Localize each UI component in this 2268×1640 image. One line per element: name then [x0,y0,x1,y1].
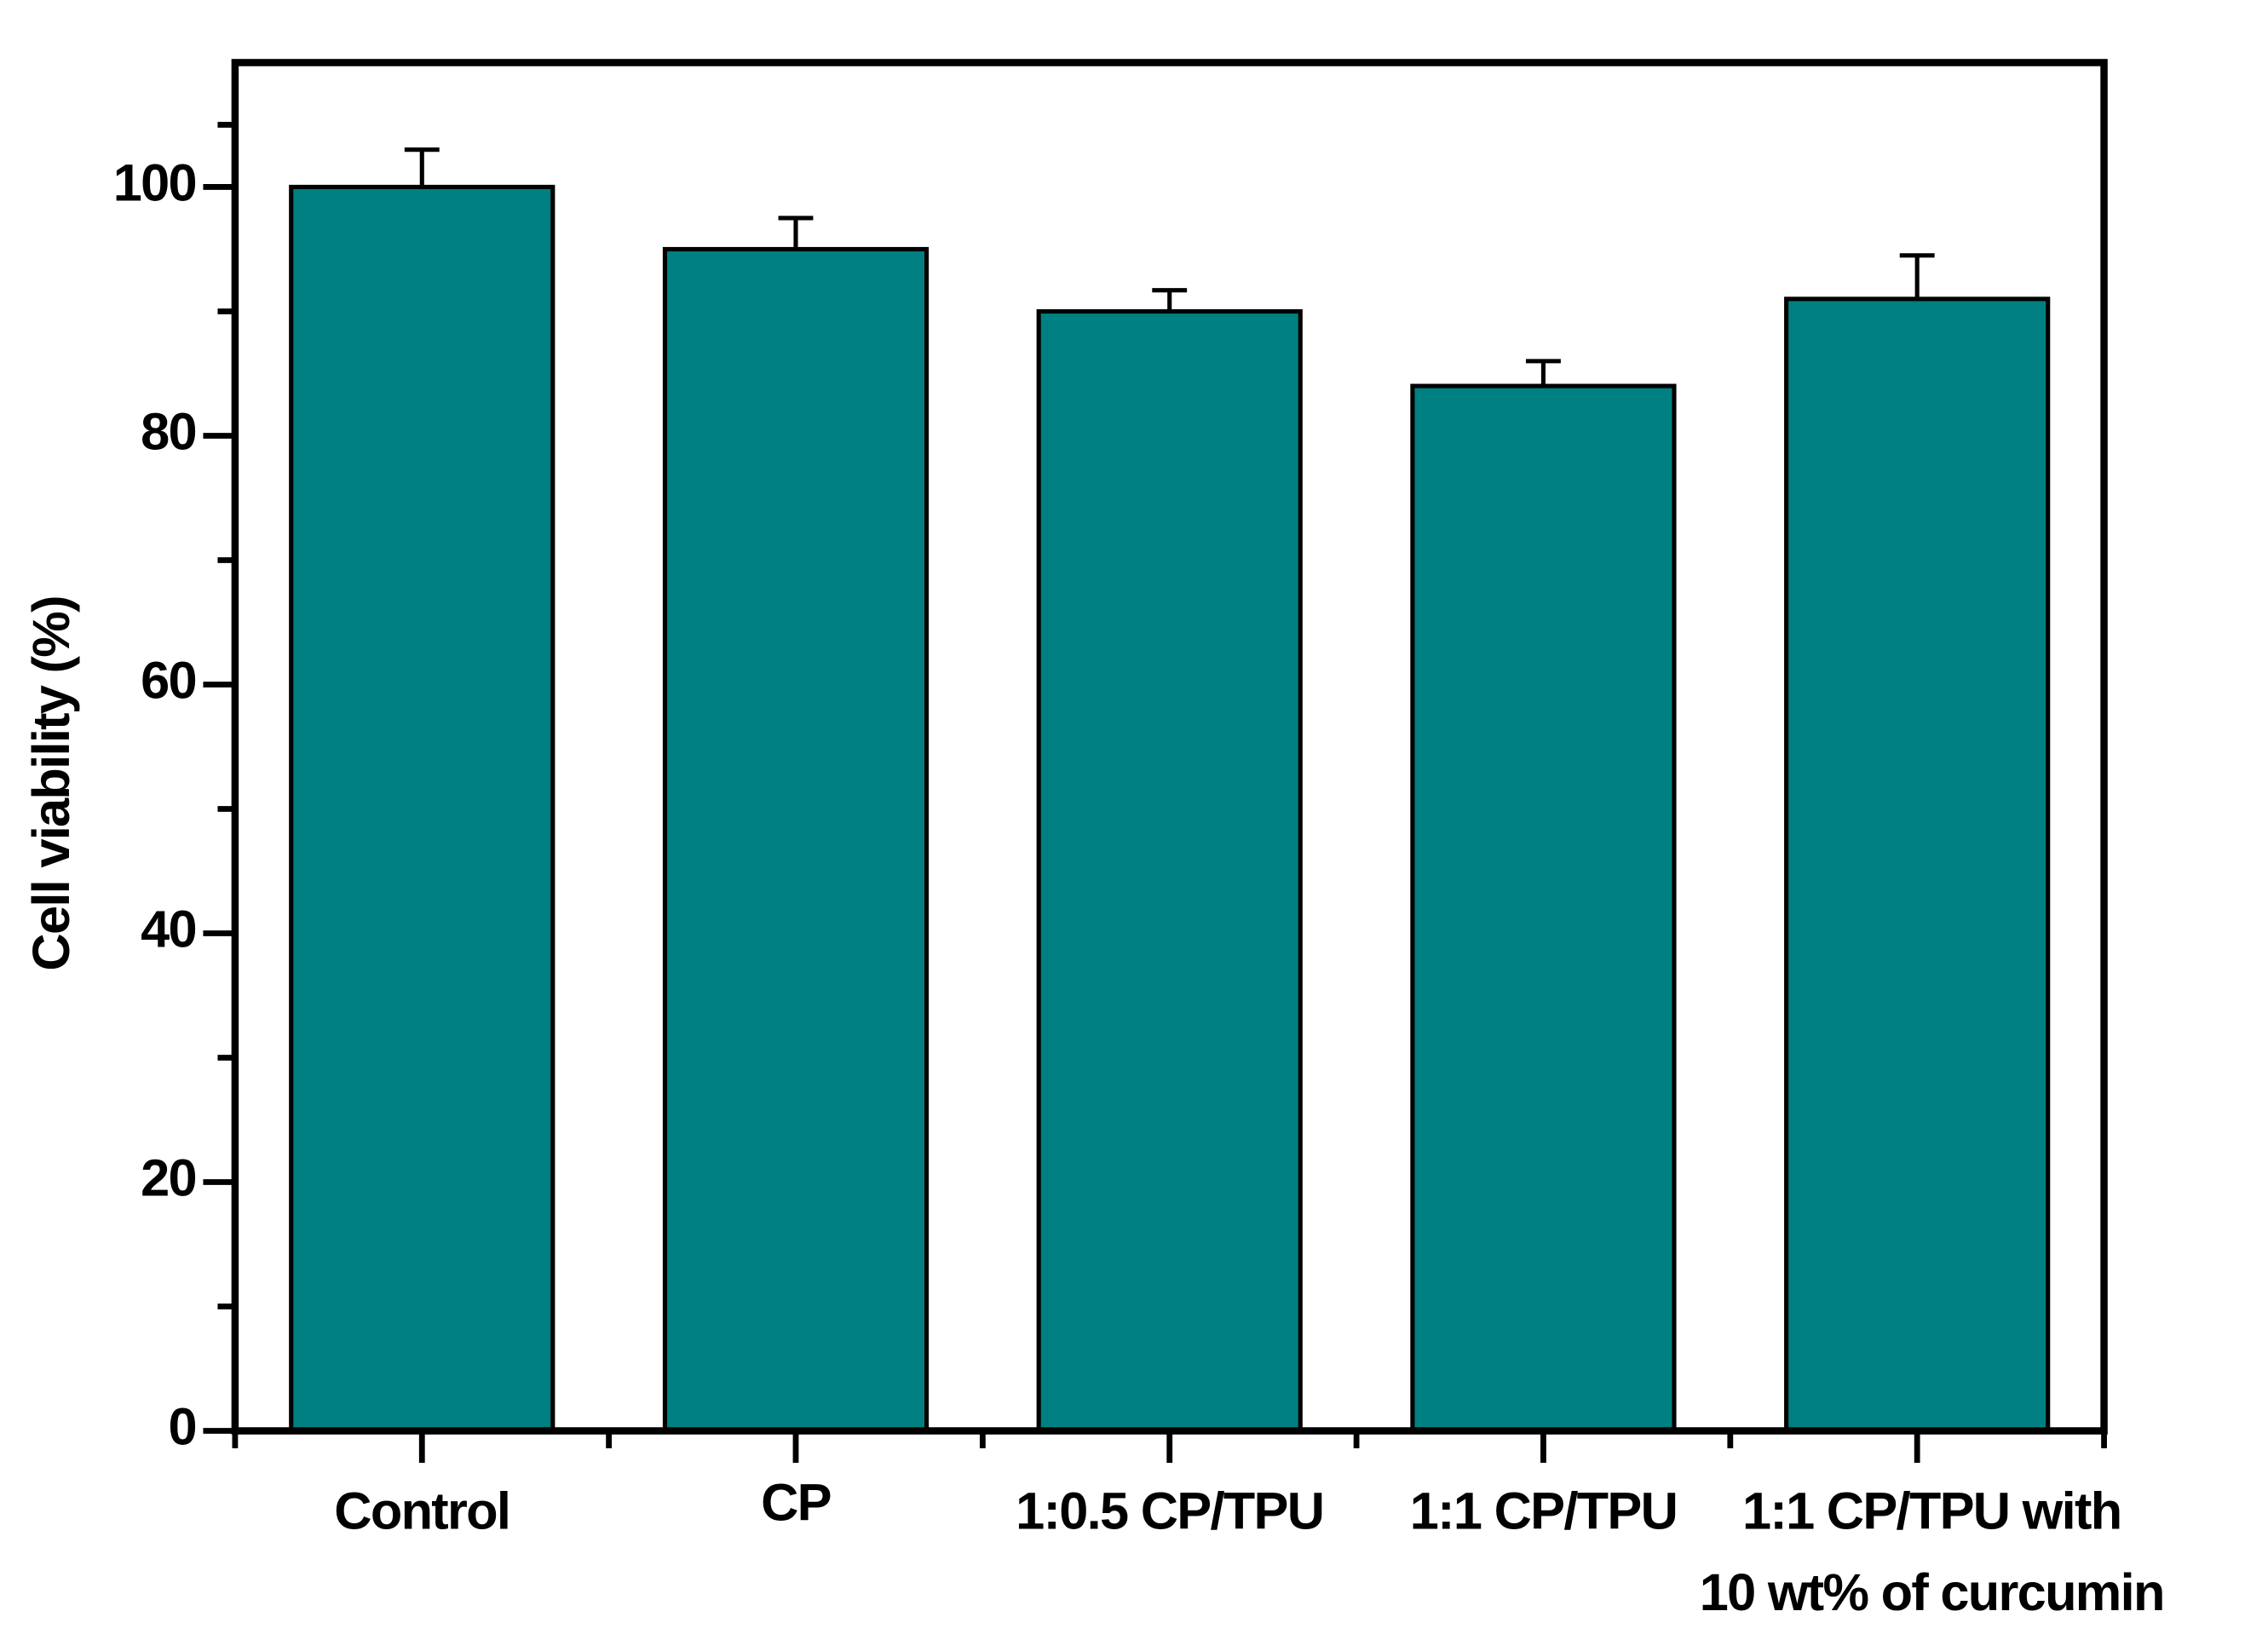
plot-frame [231,59,2108,1435]
y-tick-label: 80 [141,402,196,461]
x-tick-label: 1:1 CP/TPU [1410,1482,1677,1540]
y-tick-label: 40 [141,900,196,958]
bar [1036,308,1303,1434]
y-axis-label: Cell viability (%) [21,596,80,970]
y-tick-label: 60 [141,651,196,710]
bar [1784,296,2051,1434]
y-tick-label: 0 [169,1397,196,1456]
x-tick-label: 1:1 CP/TPU with [1742,1482,2121,1540]
x-tick-label: CP [761,1472,831,1531]
bar [1410,383,1677,1434]
bar [289,184,555,1434]
y-tick-label: 100 [113,153,196,212]
x-tick-label: 1:0.5 CP/TPU [1016,1482,1323,1540]
bar [662,246,930,1434]
x-tick-label: Control [334,1482,509,1540]
x-tick-label: 10 wt% of curcumin [1700,1562,2164,1621]
y-tick-label: 20 [141,1148,196,1207]
